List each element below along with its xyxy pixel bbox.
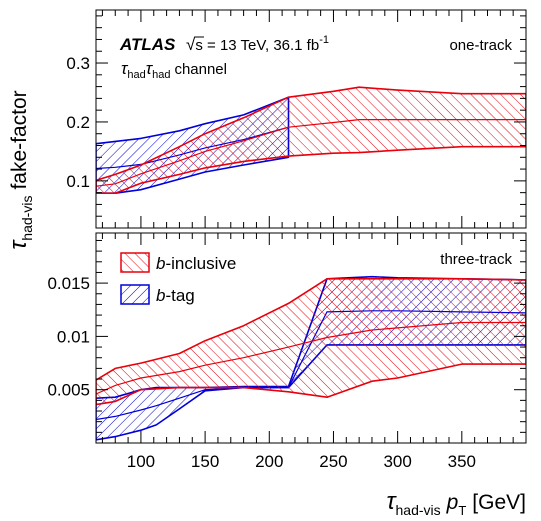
legend-rest-inclusive: -inclusive [165, 254, 236, 273]
legend-swatch-inclusive [120, 252, 150, 273]
three-track-ytick-label: 0.015 [47, 274, 90, 293]
one-track-band-inclusive [96, 86, 526, 194]
panel-three-track: 0.005 0.01 0.015 100 150 200 250 300 350 [47, 232, 527, 471]
x-axis-tau-sub: had-vis [396, 502, 441, 518]
channel-word: channel [174, 61, 227, 78]
xtick-label: 250 [319, 452, 347, 471]
xtick-label: 200 [255, 452, 283, 471]
channel-label: τhadτhad channel [121, 59, 227, 81]
energy-sup: -1 [319, 34, 329, 46]
y-axis-sub: had-vis [19, 196, 35, 241]
one-track-ytick-label: 0.1 [66, 172, 90, 191]
three-track-ytick-label: 0.01 [57, 327, 90, 346]
three-track-plot-area [96, 275, 526, 441]
one-track-plot-area [96, 86, 526, 194]
xtick-label: 350 [448, 452, 476, 471]
y-axis-label: τhad-vis fake-factor [5, 90, 35, 249]
x-axis-pt-sub: T [458, 503, 466, 518]
legend-swatch-btag [120, 284, 150, 305]
x-axis-tau: τ [387, 488, 398, 515]
panel-one-track: 0.1 0.2 0.3 [66, 9, 527, 229]
three-track-ytick-label: 0.005 [47, 381, 90, 400]
legend-label-inclusive: b-inclusive [156, 254, 236, 273]
legend-label-btag: b-tag [156, 286, 195, 305]
three-track-frame [95, 232, 527, 444]
xtick-label: 150 [191, 452, 219, 471]
channel-sub1: had [127, 69, 145, 81]
atlas-label: ATLAS [119, 35, 176, 54]
x-axis-label: τhad-vis pT [GeV] [387, 488, 526, 518]
x-axis-pt: p [446, 491, 459, 514]
energy-label: √s = 13 TeV, 36.1 fb-1 [186, 34, 329, 54]
xtick-label: 100 [127, 452, 155, 471]
one-track-frame [95, 9, 527, 229]
energy-text: s = 13 TeV, 36.1 fb [195, 37, 319, 54]
one-track-ytick-label: 0.2 [66, 113, 90, 132]
x-axis-unit: [GeV] [472, 491, 526, 514]
legend: b-inclusive b-tag [120, 252, 236, 305]
panel-label-three-track: three-track [440, 251, 512, 268]
legend-b-btag: b [156, 286, 165, 305]
one-track-ytick-label: 0.3 [66, 54, 90, 73]
one-track-central-inclusive [96, 118, 526, 187]
xtick-label: 300 [383, 452, 411, 471]
panel-label-one-track: one-track [449, 37, 512, 54]
channel-sub2: had [152, 69, 170, 81]
y-axis-rest: fake-factor [8, 90, 31, 189]
channel-tau2: τ [146, 59, 154, 78]
legend-rest-btag: -tag [165, 286, 194, 305]
three-track-central-inclusive [96, 321, 526, 395]
sqrt-symbol: √ [186, 35, 196, 54]
channel-tau1: τ [121, 59, 129, 78]
legend-b-inclusive: b [156, 254, 165, 273]
y-axis-tau: τ [5, 239, 32, 250]
